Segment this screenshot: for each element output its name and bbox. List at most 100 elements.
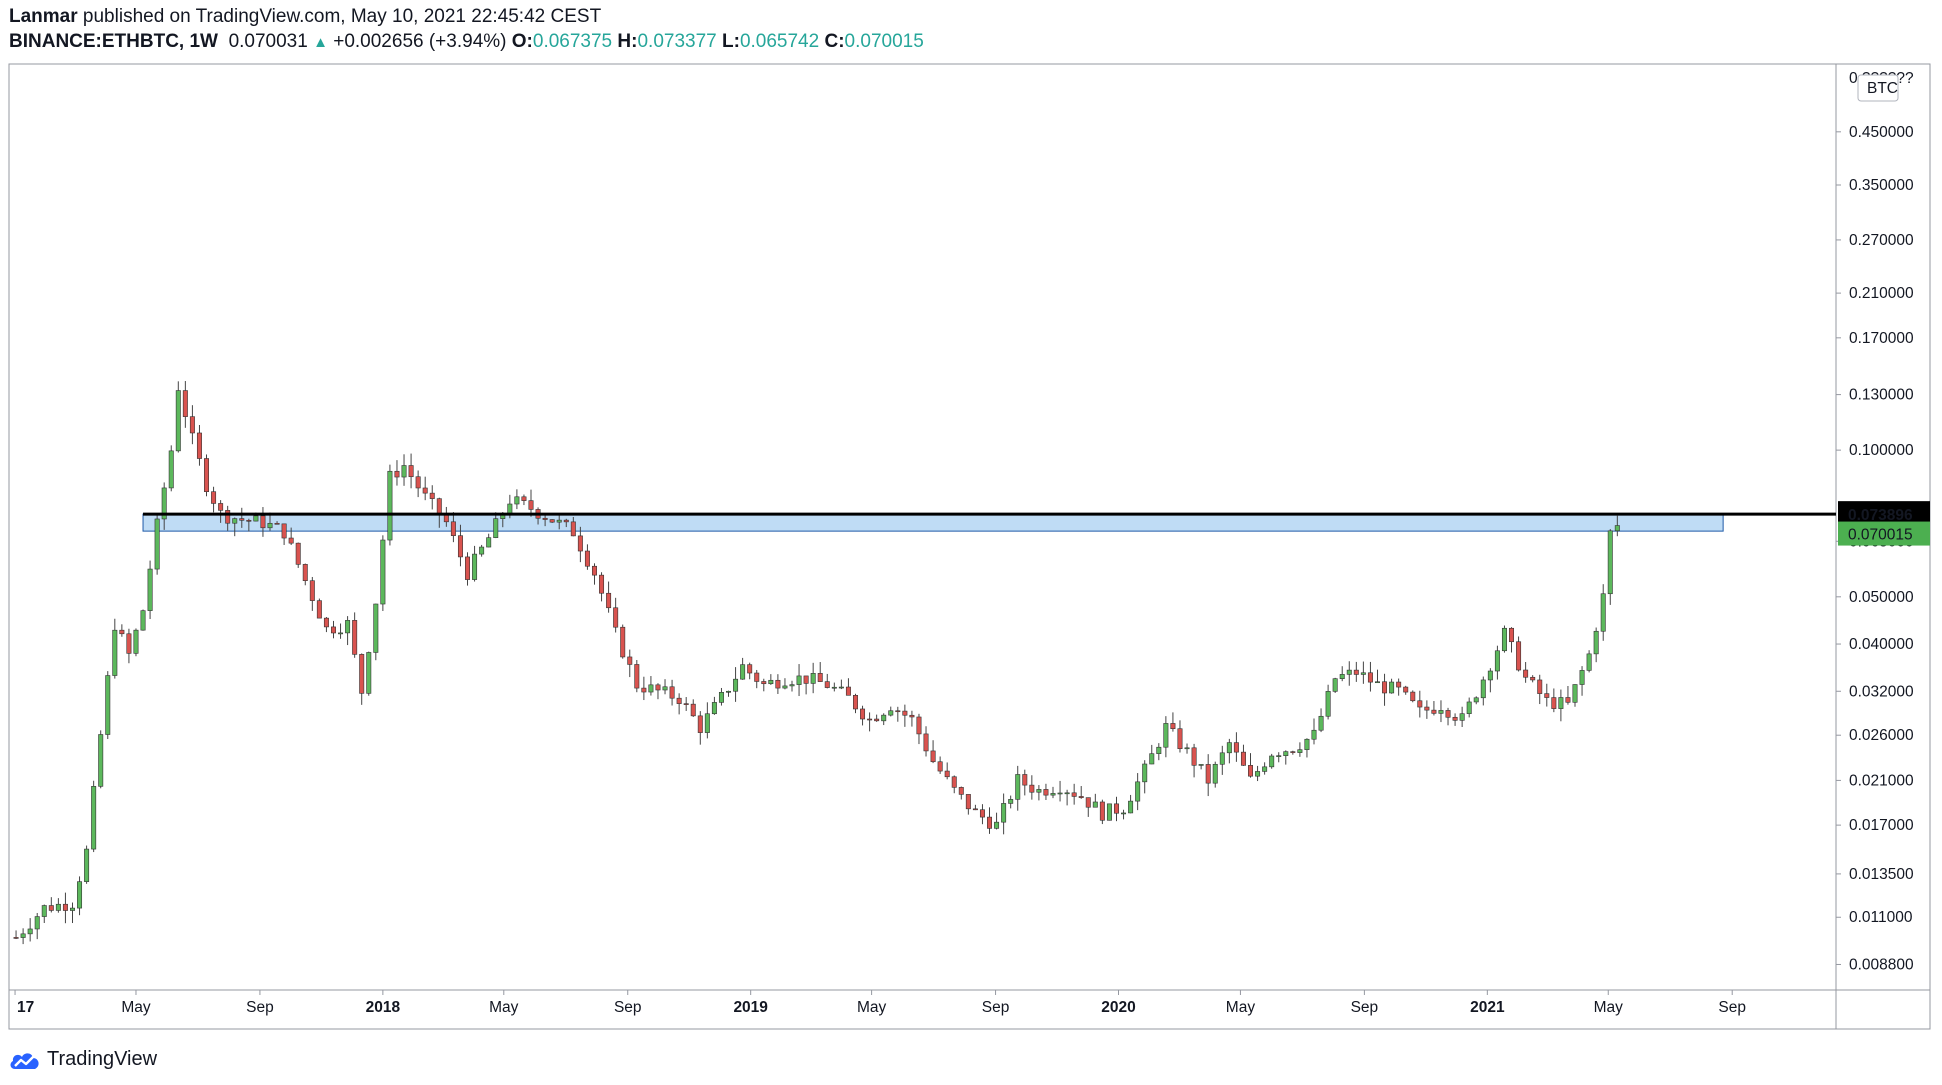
candle xyxy=(211,486,217,513)
candle xyxy=(965,794,971,815)
candle-body-down xyxy=(549,519,555,523)
candle-body-up xyxy=(27,928,33,935)
candle-body-up xyxy=(1593,630,1599,655)
candle xyxy=(1022,769,1028,796)
candle xyxy=(1593,627,1599,663)
candle-body-up xyxy=(1572,684,1578,703)
candle xyxy=(1579,666,1585,696)
x-tick-label: May xyxy=(1594,999,1624,1016)
candle xyxy=(599,572,605,602)
candle xyxy=(345,616,351,646)
candle xyxy=(429,485,435,510)
candle xyxy=(27,918,33,942)
cloud-icon xyxy=(10,1052,39,1069)
symbol-label[interactable]: BINANCE:ETHBTC, 1W xyxy=(9,31,218,52)
candle xyxy=(874,714,880,722)
candle xyxy=(225,505,231,531)
low-label: L: xyxy=(722,31,740,52)
candle-body-down xyxy=(1431,709,1437,714)
candle xyxy=(1487,668,1493,693)
candle xyxy=(620,624,626,659)
candle-body-down xyxy=(225,510,231,524)
candle-body-up xyxy=(718,692,724,703)
candle xyxy=(888,706,894,717)
candle-body-down xyxy=(676,697,682,704)
candle xyxy=(119,624,125,637)
tradingview-logo[interactable]: TradingView xyxy=(9,1048,157,1071)
y-tick-label: 0.008800 xyxy=(1849,956,1914,973)
candle-body-down xyxy=(1537,679,1543,694)
up-arrow-icon: ▲ xyxy=(313,34,328,51)
candle xyxy=(1283,750,1289,765)
candle xyxy=(697,711,703,745)
candle-body-up xyxy=(147,568,153,611)
candle xyxy=(775,674,781,694)
candle xyxy=(69,902,75,924)
close-value: 0.070015 xyxy=(844,31,924,52)
candle-body-up xyxy=(1121,812,1127,815)
candle xyxy=(1219,745,1225,775)
candle-body-up xyxy=(1318,715,1324,731)
candle xyxy=(1424,700,1430,719)
author-name[interactable]: Lanmar xyxy=(9,6,78,27)
candle-body-down xyxy=(1029,784,1035,793)
candle-body-down xyxy=(288,537,294,544)
last-price: 0.070031 xyxy=(228,31,308,52)
candle-body-down xyxy=(1113,803,1119,814)
candle xyxy=(1170,712,1176,732)
candle xyxy=(140,609,146,631)
candle xyxy=(923,726,929,757)
candle xyxy=(1304,738,1310,758)
candle xyxy=(1501,625,1507,653)
candle-body-down xyxy=(909,714,915,718)
y-tick-label: 0.270000 xyxy=(1849,232,1914,249)
candle xyxy=(1452,713,1458,726)
candle-body-up xyxy=(1325,691,1331,717)
candle xyxy=(1015,765,1021,811)
y-tick-label: 0.032000 xyxy=(1849,683,1914,700)
candle xyxy=(789,680,795,692)
candle-body-down xyxy=(359,654,365,694)
candle xyxy=(34,912,40,940)
candle-body-up xyxy=(1586,653,1592,671)
currency-box[interactable] xyxy=(1857,74,1899,102)
candle xyxy=(987,807,993,834)
y-tick-label: 0.017000 xyxy=(1849,817,1914,834)
support-zone[interactable] xyxy=(142,513,1724,532)
candle xyxy=(1311,718,1317,745)
candle xyxy=(295,542,301,568)
candle xyxy=(1036,785,1042,801)
candle xyxy=(394,460,400,486)
candle-body-down xyxy=(613,607,619,628)
x-tick-label: May xyxy=(121,999,151,1016)
candle-body-up xyxy=(733,678,739,692)
candle-body-up xyxy=(1374,681,1380,684)
candle-body-up xyxy=(1360,672,1366,675)
candle xyxy=(359,653,365,705)
candle xyxy=(479,544,485,557)
candle-body-up xyxy=(154,518,160,570)
chart-frame xyxy=(8,63,1931,1030)
candle xyxy=(951,775,957,794)
candle xyxy=(1396,678,1402,696)
candle-body-up xyxy=(253,515,259,522)
candle-body-down xyxy=(627,656,633,665)
candle xyxy=(316,598,322,619)
candle xyxy=(810,662,816,694)
candle xyxy=(168,445,174,492)
candle-body-up xyxy=(105,675,111,735)
candle-body-down xyxy=(218,503,224,511)
candle-body-down xyxy=(923,733,929,752)
candle-body-up xyxy=(69,907,75,911)
candle xyxy=(1043,783,1049,801)
candle-body-down xyxy=(599,574,605,594)
candle xyxy=(683,697,689,711)
y-tick-label: 0.026000 xyxy=(1849,727,1914,744)
candle-body-down xyxy=(1523,669,1529,678)
candle xyxy=(648,676,654,696)
candle xyxy=(627,649,633,678)
candle-body-up xyxy=(1001,803,1007,823)
candle-body-up xyxy=(1262,766,1268,772)
published-text: published on TradingView.com, May 10, 20… xyxy=(77,6,602,27)
